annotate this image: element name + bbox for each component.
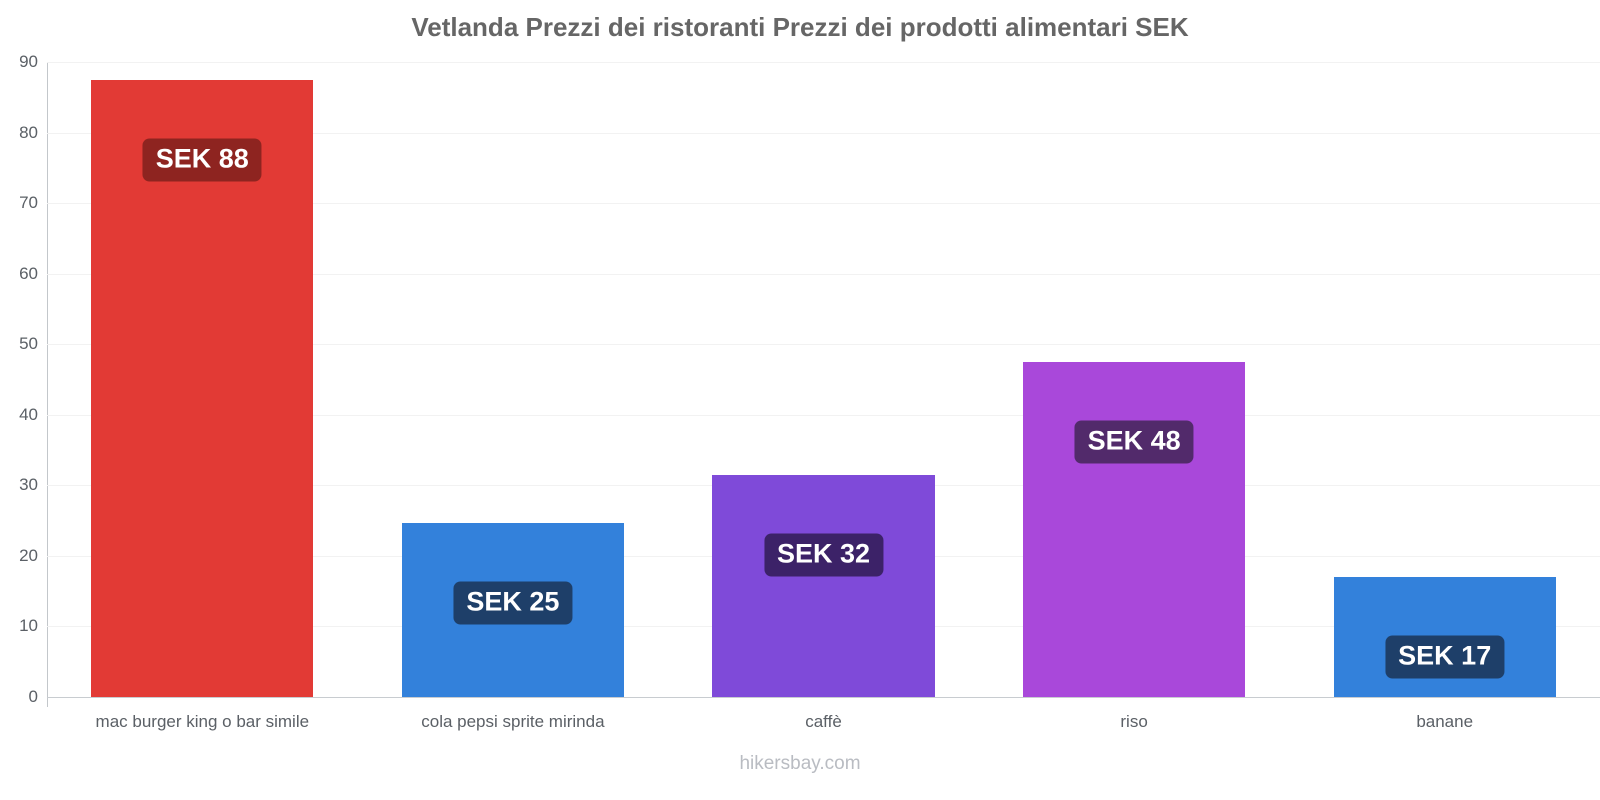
y-axis-tick-label: 40 bbox=[19, 404, 38, 424]
bar-value-label: SEK 88 bbox=[142, 138, 262, 182]
y-axis-tick-label: 30 bbox=[19, 475, 38, 495]
gridline bbox=[47, 62, 1600, 63]
chart-title: Vetlanda Prezzi dei ristoranti Prezzi de… bbox=[411, 12, 1189, 42]
y-axis-tick-label: 70 bbox=[19, 193, 38, 213]
bar[interactable] bbox=[91, 79, 314, 697]
y-axis-line bbox=[47, 62, 48, 707]
gridline bbox=[47, 414, 1600, 416]
y-axis-tick-label: 80 bbox=[19, 122, 38, 142]
x-axis-tick-label: riso bbox=[1120, 712, 1148, 731]
y-axis-tick-label: 10 bbox=[19, 616, 38, 636]
bar-value-label: SEK 48 bbox=[1074, 420, 1194, 464]
y-axis-tick-label: 60 bbox=[19, 263, 38, 283]
bar-value-label: SEK 17 bbox=[1385, 635, 1505, 679]
gridline bbox=[47, 203, 1600, 205]
y-axis-tick-label: 50 bbox=[19, 334, 38, 354]
bar[interactable] bbox=[712, 474, 935, 697]
x-axis-tick-label: mac burger king o bar simile bbox=[95, 712, 310, 731]
y-axis-tick-label: 90 bbox=[19, 52, 38, 71]
plot-area bbox=[47, 62, 1600, 698]
gridline bbox=[47, 132, 1600, 134]
bar-value-label: SEK 32 bbox=[763, 533, 884, 577]
x-axis-tick-label: banane bbox=[1416, 712, 1474, 731]
bar-value-label: SEK 25 bbox=[453, 581, 573, 625]
bar[interactable] bbox=[1023, 361, 1246, 697]
y-axis-tick-label: 0 bbox=[28, 687, 38, 706]
y-axis-tick-label: 20 bbox=[19, 545, 38, 565]
gridline bbox=[47, 344, 1600, 346]
footer-attribution: hikersbay.com bbox=[739, 753, 861, 774]
gridline bbox=[47, 273, 1600, 275]
gridline bbox=[47, 697, 1600, 698]
x-axis-tick-label: cola pepsi sprite mirinda bbox=[421, 712, 605, 731]
x-axis-tick-label: caffè bbox=[805, 712, 842, 731]
